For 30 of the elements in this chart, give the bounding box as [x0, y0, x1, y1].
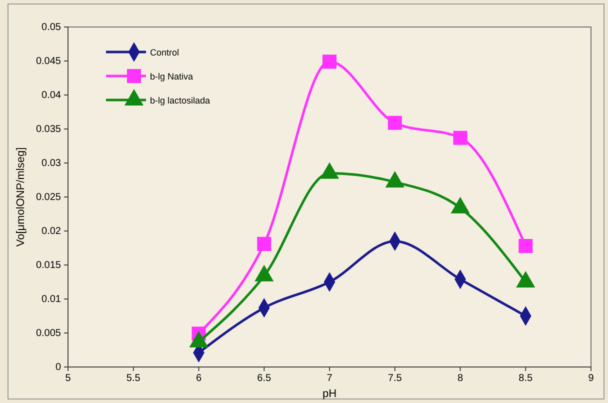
x-tick-label: 8 [457, 373, 464, 384]
y-tick-label: 0.02 [42, 226, 62, 238]
x-axis-title: pH [322, 388, 337, 400]
x-tick-label: 6 [196, 373, 202, 384]
y-tick-label: 0.015 [36, 260, 62, 272]
point [453, 130, 468, 145]
point [257, 236, 272, 251]
y-tick-label: 0.01 [42, 294, 62, 306]
y-tick-label: 0 [55, 362, 62, 374]
x-tick-label: 5 [65, 373, 72, 384]
x-tick-label: 7.5 [388, 373, 402, 384]
point [388, 116, 402, 130]
legend-label: b-lg Nativa [150, 72, 194, 82]
y-tick-label: 0.025 [36, 192, 62, 204]
point [518, 238, 533, 253]
x-tick-label: 5.5 [126, 373, 141, 384]
legend-label: b-lg lactosilada [150, 96, 210, 106]
x-tick-label: 9 [588, 373, 594, 384]
x-tick-label: 7 [326, 373, 333, 384]
y-tick-label: 0.035 [36, 124, 62, 136]
y-tick-label: 0.05 [42, 22, 62, 34]
x-tick-label: 6.5 [257, 373, 272, 384]
legend-label: Control [150, 48, 180, 58]
y-tick-label: 0.03 [42, 158, 62, 170]
y-tick-label: 0.04 [42, 90, 62, 102]
y-tick-label: 0.005 [36, 328, 62, 340]
y-axis-title: Vo[μmolONP/mlseg] [15, 147, 27, 247]
x-tick-label: 8.5 [518, 373, 534, 384]
point [322, 54, 337, 69]
y-tick-label: 0.045 [36, 56, 62, 68]
